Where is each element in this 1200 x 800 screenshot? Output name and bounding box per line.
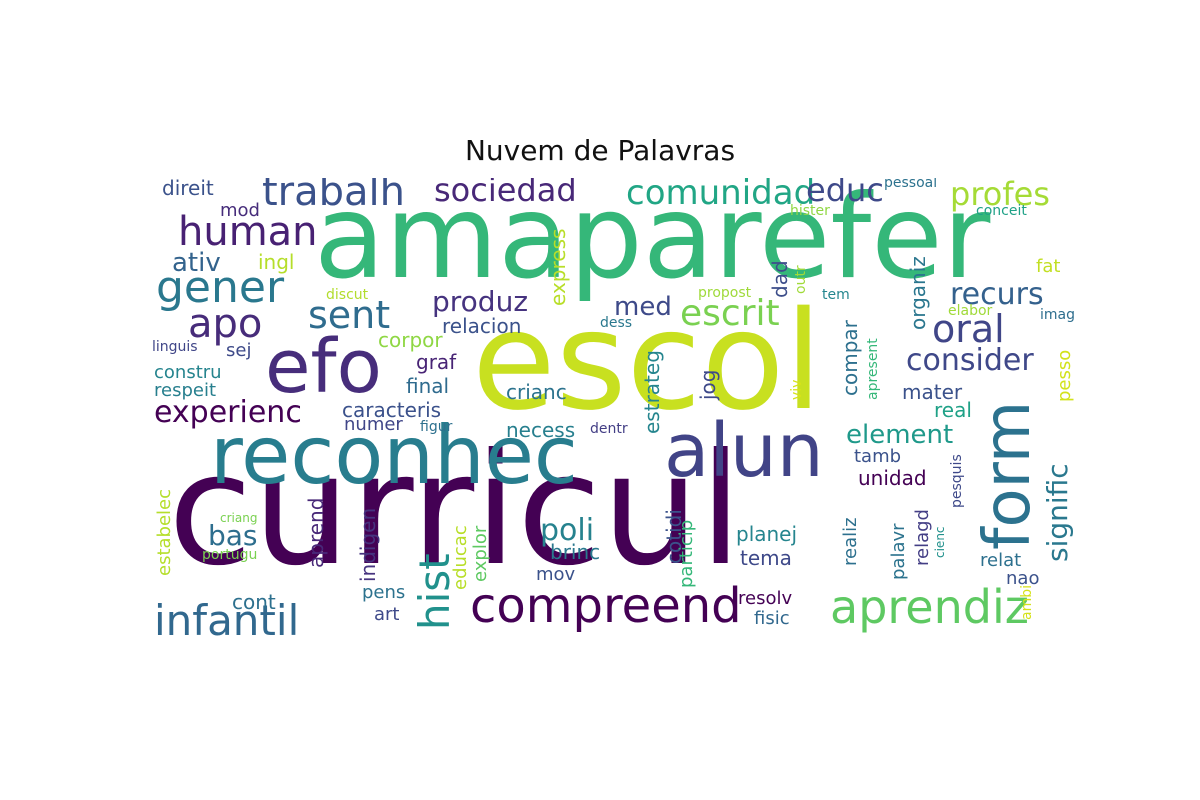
word-final: final: [406, 374, 450, 398]
word-educ: educ: [806, 178, 884, 209]
word-propost: propost: [698, 285, 752, 301]
word-form: form: [971, 400, 1045, 550]
word-conceit: conceit: [976, 203, 1027, 219]
word-graf: graf: [416, 350, 457, 374]
word-palavr: palavr: [888, 523, 909, 580]
word-escrit: escrit: [680, 293, 780, 334]
word-compar: compar: [838, 320, 862, 396]
chart-title: Nuvem de Palavras: [464, 134, 736, 167]
word-escol: escol: [472, 283, 823, 441]
word-pessoal: pessoal: [884, 178, 938, 191]
word-express: express: [546, 228, 570, 306]
word-sent: sent: [308, 293, 391, 337]
word-portugu: portugu: [202, 547, 258, 563]
word-cont: cont: [232, 590, 276, 614]
word-indigen: indigen: [356, 507, 380, 582]
word-necess: necess: [506, 418, 576, 442]
word-relagd: relagd: [912, 509, 933, 566]
word-sej: sej: [226, 340, 252, 361]
word-brinc: brinc: [550, 540, 601, 564]
word-crianc: crianc: [506, 380, 567, 404]
word-tamb: tamb: [854, 446, 902, 467]
word-realiz: realiz: [840, 517, 861, 566]
word-efo: efo: [265, 324, 382, 410]
word-numer: numer: [344, 414, 403, 435]
word-experienc: experienc: [154, 395, 302, 430]
word-organiz: organiz: [906, 256, 930, 330]
word-apresent: apresent: [865, 338, 881, 400]
word-tema: tema: [740, 546, 792, 570]
word-alun: alun: [664, 408, 824, 494]
word-outr: outr: [793, 265, 809, 294]
word-ingl: ingl: [258, 250, 295, 274]
word-comunidad: comunidad: [626, 178, 816, 213]
word-corpor: corpor: [378, 328, 443, 352]
word-pesquis: pesquis: [949, 454, 965, 508]
word-viv: viv: [789, 379, 805, 400]
word-amaparefer: amaparefer: [314, 178, 991, 305]
word-respeit: respeit: [154, 380, 217, 401]
word-cienc: cienc: [933, 526, 947, 558]
word-ativ: ativ: [172, 248, 221, 278]
word-consider: consider: [906, 343, 1034, 378]
word-resolv: resolv: [738, 588, 793, 609]
word-linguis: linguis: [152, 339, 198, 355]
word-estabelec: estabelec: [154, 488, 175, 576]
word-jog: jog: [696, 369, 720, 401]
word-bas: bas: [208, 519, 258, 552]
word-dentr: dentr: [590, 421, 628, 437]
word-hister: hister: [790, 203, 830, 219]
word-infantil: infantil: [154, 596, 300, 641]
word-unidad: unidad: [858, 466, 927, 490]
word-estrateg: estrateg: [640, 350, 664, 434]
word-sociedad: sociedad: [434, 178, 577, 209]
word-pesso: pesso: [1054, 349, 1074, 402]
word-human: human: [178, 209, 318, 255]
word-produz: produz: [432, 285, 529, 318]
word-relat: relat: [980, 550, 1022, 571]
word-curricul: curricul: [168, 421, 743, 600]
word-discut: discut: [326, 287, 369, 303]
word-signific: signific: [1041, 463, 1074, 562]
word-apo: apo: [188, 301, 263, 347]
word-compreend: compreend: [470, 578, 742, 634]
word-explor: explor: [470, 525, 491, 582]
word-art: art: [374, 604, 400, 625]
word-profes: profes: [950, 178, 1050, 213]
word-recurs: recurs: [950, 277, 1044, 312]
word-pens: pens: [362, 582, 406, 603]
word-poli: poli: [540, 513, 595, 548]
word-planej: planej: [736, 522, 798, 546]
word-aprendiz: aprendiz: [830, 580, 1029, 634]
word-dad: dad: [768, 260, 792, 298]
word-elabor: elabor: [948, 303, 993, 319]
word-criang: criang: [220, 511, 258, 525]
word-dess: dess: [600, 315, 633, 331]
word-particip: particip: [676, 519, 697, 588]
word-mov: mov: [536, 564, 576, 585]
word-gener: gener: [156, 262, 285, 313]
word-direit: direit: [162, 178, 214, 200]
word-real: real: [934, 398, 972, 422]
word-element: element: [846, 420, 954, 450]
word-cloud: curricul escol amaparefer reconhec alun …: [150, 178, 1074, 640]
word-tem: tem: [822, 287, 850, 303]
word-figur: figur: [420, 419, 453, 435]
word-oral: oral: [932, 307, 1005, 351]
word-caracteris: caracteris: [342, 398, 442, 422]
word-constru: constru: [154, 362, 222, 383]
word-trabalh: trabalh: [262, 178, 406, 215]
word-mod: mod: [220, 200, 260, 221]
word-mater: mater: [902, 380, 963, 404]
word-nao: nao: [1006, 568, 1040, 589]
word-fat: fat: [1036, 256, 1061, 277]
word-med: med: [614, 292, 672, 322]
word-fisic: fisic: [754, 608, 790, 629]
word-imag: imag: [1040, 307, 1074, 323]
word-educac: educac: [450, 525, 471, 590]
word-relacion: relacion: [442, 314, 522, 338]
word-reconhec: reconhec: [210, 409, 578, 502]
word-aprend: aprend: [304, 497, 328, 568]
word-ambi: ambi: [1019, 585, 1035, 620]
